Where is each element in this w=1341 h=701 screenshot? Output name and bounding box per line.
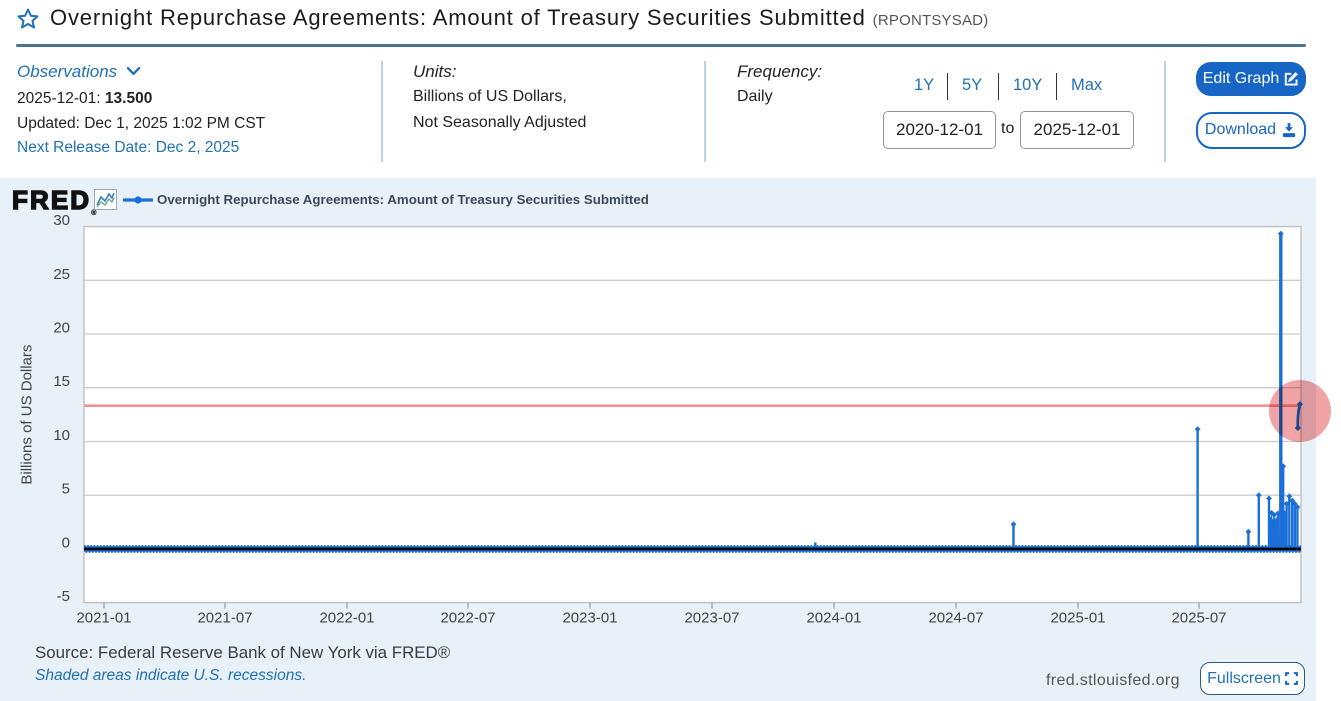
- svg-text:Billions of US Dollars: Billions of US Dollars: [19, 345, 36, 485]
- svg-text:2021-07: 2021-07: [197, 610, 252, 627]
- svg-text:20: 20: [53, 320, 70, 337]
- svg-text:2025-01: 2025-01: [1050, 610, 1105, 627]
- svg-text:-5: -5: [57, 588, 70, 605]
- svg-text:0: 0: [62, 534, 70, 551]
- svg-text:2023-01: 2023-01: [562, 610, 617, 627]
- svg-text:10: 10: [53, 427, 70, 444]
- svg-text:15: 15: [53, 373, 70, 390]
- svg-text:2024-07: 2024-07: [928, 610, 983, 627]
- svg-text:2021-01: 2021-01: [76, 610, 131, 627]
- svg-text:2024-01: 2024-01: [806, 610, 861, 627]
- svg-text:2025-07: 2025-07: [1171, 610, 1226, 627]
- svg-text:2023-07: 2023-07: [684, 610, 739, 627]
- svg-text:2022-01: 2022-01: [319, 610, 374, 627]
- svg-text:25: 25: [53, 266, 70, 283]
- svg-text:30: 30: [53, 212, 70, 229]
- svg-text:2022-07: 2022-07: [440, 610, 495, 627]
- svg-text:5: 5: [62, 481, 70, 498]
